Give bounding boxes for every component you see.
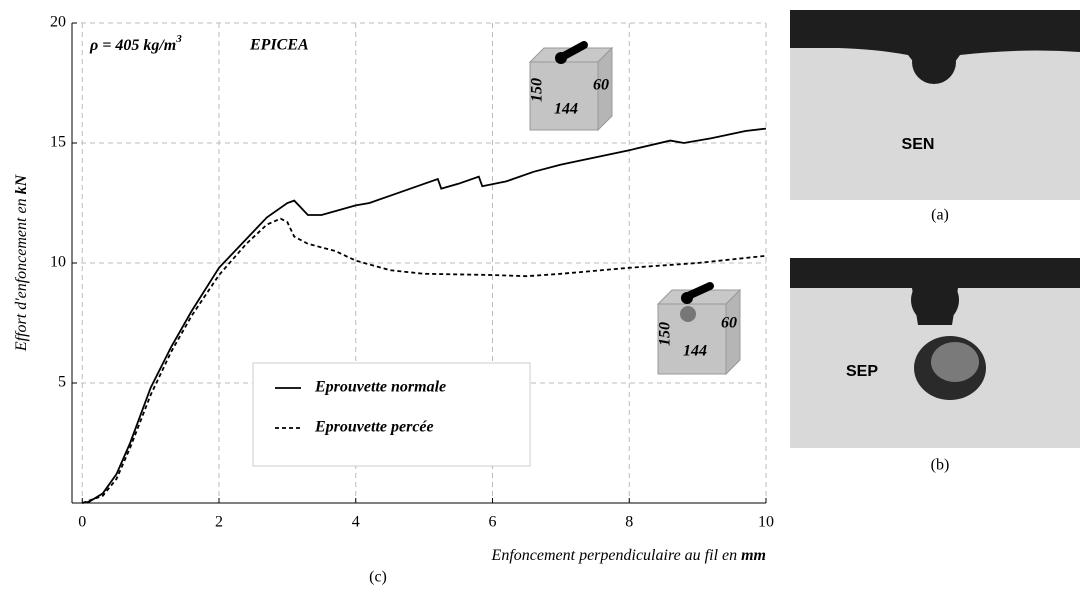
photo-marking: SEP	[846, 363, 878, 380]
annotation: ρ = 405 kg/m3	[89, 33, 182, 54]
species: EPICEA	[249, 37, 309, 54]
photo-label: (b)	[931, 457, 950, 474]
y-axis-label: Effort d'enfoncement en kN	[13, 173, 30, 352]
panel-label: (c)	[369, 569, 387, 586]
data-line	[81, 217, 767, 504]
photo: SEP	[790, 258, 1080, 448]
dimension: 144	[683, 343, 707, 360]
legend-box	[252, 362, 531, 467]
x-tick-label: 2	[215, 514, 223, 531]
photo: SEN	[790, 10, 1080, 200]
y-tick-label: 15	[50, 134, 66, 151]
y-tick-label: 10	[50, 254, 66, 271]
dimension: 144	[554, 101, 578, 118]
data-line	[82, 127, 767, 504]
dimension: 150	[657, 322, 674, 346]
photo-marking: SEN	[902, 136, 935, 153]
dimension: 150	[529, 78, 546, 102]
legend-label: Eprouvette normale	[314, 379, 446, 396]
x-tick-label: 0	[78, 514, 86, 531]
x-tick-label: 10	[758, 514, 774, 531]
specimen-diagram: 150 60 144	[529, 41, 614, 132]
dimension: 60	[721, 315, 737, 332]
x-tick-label: 4	[352, 514, 360, 531]
y-tick-label: 5	[58, 374, 66, 391]
dimension: 60	[593, 77, 609, 94]
x-tick-label: 8	[625, 514, 633, 531]
specimen-diagram: 150 60 144	[657, 282, 742, 376]
photo-label: (a)	[931, 207, 949, 224]
y-tick-label: 20	[50, 14, 66, 31]
x-tick-label: 6	[489, 514, 497, 531]
legend-label: Eprouvette percée	[314, 419, 434, 436]
x-axis-label: Enfoncement perpendiculaire au fil en mm	[491, 547, 766, 564]
